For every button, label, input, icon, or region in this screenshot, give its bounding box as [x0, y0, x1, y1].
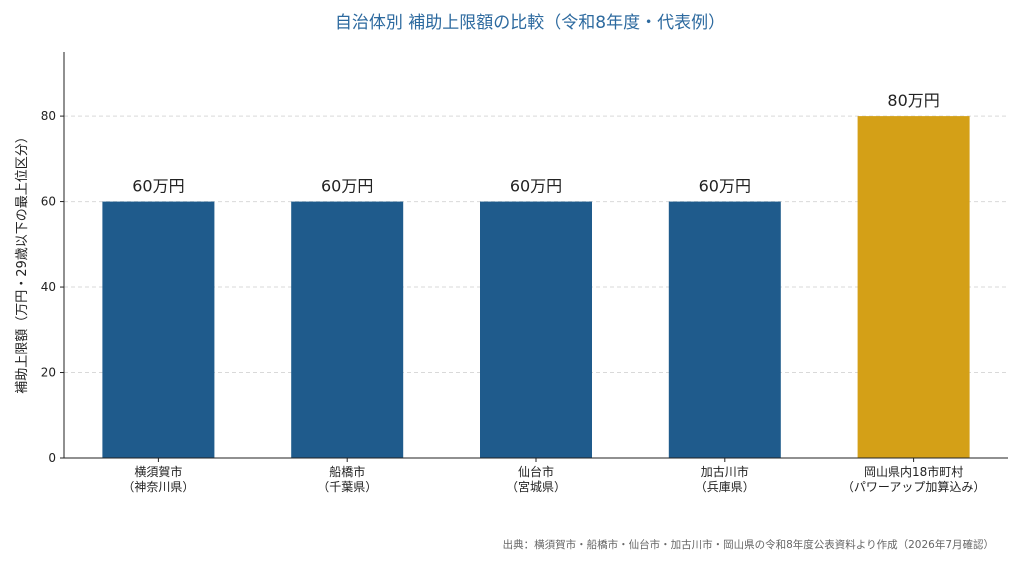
- y-axis-label: 補助上限額（万円・29歳以下の最上位区分）: [15, 130, 30, 394]
- x-tick-label: 横須賀市: [134, 464, 182, 479]
- data-label: 60万円: [132, 177, 184, 196]
- bar: [480, 201, 592, 458]
- data-label: 60万円: [699, 177, 751, 196]
- y-tick-label: 80: [41, 109, 56, 123]
- data-labels: 60万円 60万円 60万円 60万円 80万円: [132, 91, 940, 195]
- y-ticks: 0 20 40 60 80: [41, 109, 915, 465]
- bar: [291, 201, 404, 458]
- x-tick-label: 仙台市: [518, 464, 554, 479]
- x-tick-label: 加古川市: [701, 464, 749, 479]
- x-tick-label: （神奈川県）: [122, 480, 194, 494]
- x-tick-labels: 横須賀市（神奈川県） 船橋市（千葉県） 仙台市（宮城県） 加古川市（兵庫県） 岡山県内1…: [122, 464, 985, 494]
- bar: [668, 201, 781, 458]
- y-tick-label: 40: [41, 280, 56, 294]
- y-tick-label: 20: [41, 366, 56, 380]
- x-tick-label: （宮城県）: [506, 479, 566, 494]
- x-tick-label: 岡山県内18市町村: [864, 464, 963, 479]
- data-label: 60万円: [321, 177, 373, 196]
- chart-title: 自治体別 補助上限額の比較（令和8年度・代表例）: [335, 13, 725, 33]
- y-tick-label: 60: [41, 195, 56, 209]
- bar: [102, 201, 215, 458]
- x-tick-label: （兵庫県）: [695, 480, 755, 494]
- data-label: 60万円: [510, 177, 562, 196]
- x-tick-label: 船橋市: [329, 464, 365, 479]
- x-tick-label: （パワーアップ加算込み）: [842, 479, 986, 494]
- source-note: 出典：横須賀市・船橋市・仙台市・加古川市・岡山県の令和8年度公表資料より作成（2…: [502, 539, 994, 551]
- bar: [857, 116, 970, 459]
- y-tick-label: 0: [48, 451, 56, 465]
- bars: [102, 116, 970, 459]
- x-tick-label: （千葉県）: [317, 480, 377, 494]
- data-label: 80万円: [887, 91, 939, 110]
